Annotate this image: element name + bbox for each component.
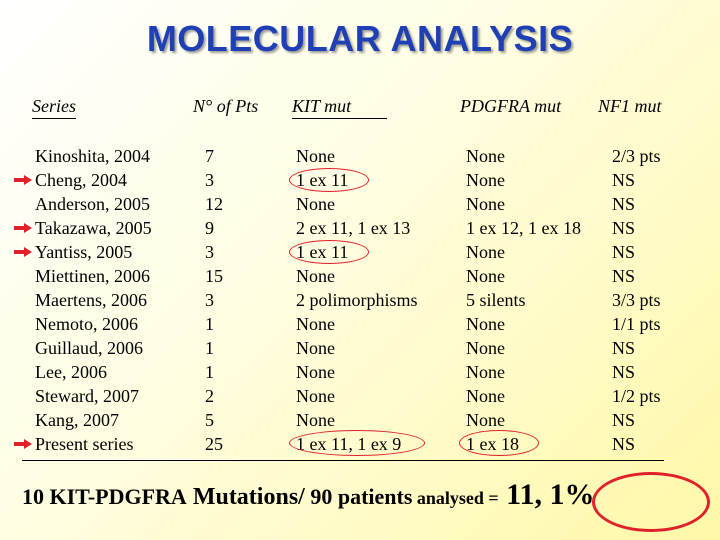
summary-line: 10 KIT-PDGFRA Mutations/ 90 patients ana… xyxy=(22,478,595,512)
table-row: Present series 25 1 ex 11, 1 ex 9 1 ex 18 NS xyxy=(0,432,720,456)
cell-pts: 3 xyxy=(205,290,214,310)
cell-pts: 9 xyxy=(205,218,214,238)
cell-series: Present series xyxy=(35,434,134,454)
cell-kit: 2 ex 11, 1 ex 13 xyxy=(296,218,411,238)
cell-nf1: NS xyxy=(612,434,636,454)
cell-nf1: NS xyxy=(612,410,636,430)
cell-nf1: 1/1 pts xyxy=(612,314,661,334)
cell-kit: None xyxy=(296,314,335,334)
cell-series: Yantiss, 2005 xyxy=(35,242,133,262)
cell-pdgfra: 5 silents xyxy=(466,290,526,310)
table-row: Kang, 2007 5 None None NS xyxy=(0,408,720,432)
cell-pts: 15 xyxy=(205,266,223,286)
arrow-right-icon xyxy=(14,223,32,233)
table-row: Anderson, 2005 12 None None NS xyxy=(0,192,720,216)
cell-kit: None xyxy=(296,194,335,214)
table-row: Lee, 2006 1 None None NS xyxy=(0,360,720,384)
result-highlight-circle xyxy=(592,472,710,532)
cell-series: Lee, 2006 xyxy=(35,362,107,382)
cell-pts: 25 xyxy=(205,434,223,454)
cell-pts: 1 xyxy=(205,314,214,334)
cell-kit: None xyxy=(296,146,335,166)
cell-series: Guillaud, 2006 xyxy=(35,338,143,358)
header-kit: KIT mut xyxy=(292,96,388,119)
table-row: Takazawa, 2005 9 2 ex 11, 1 ex 13 1 ex 12, … xyxy=(0,216,720,240)
cell-nf1: 2/3 pts xyxy=(612,146,661,166)
cell-series: Nemoto, 2006 xyxy=(35,314,138,334)
arrow-right-icon xyxy=(14,439,32,449)
cell-pdgfra: None xyxy=(466,314,505,334)
cell-nf1: NS xyxy=(612,266,636,286)
header-pdgfra: PDGFRA mut xyxy=(460,96,562,116)
table-row: Maertens, 2006 3 2 polimorphisms 5 silents 3… xyxy=(0,288,720,312)
cell-kit: 1 ex 11 xyxy=(296,242,349,262)
cell-kit: None xyxy=(296,386,335,406)
cell-nf1: 3/3 pts xyxy=(612,290,661,310)
table-row: Yantiss, 2005 3 1 ex 11 None NS xyxy=(0,240,720,264)
cell-nf1: NS xyxy=(612,170,636,190)
cell-pts: 12 xyxy=(205,194,223,214)
summary-result: 11, 1% xyxy=(498,478,595,511)
cell-series: Takazawa, 2005 xyxy=(35,218,152,238)
table-row: Kinoshita, 2004 7 None None 2/3 pts xyxy=(0,144,720,168)
cell-series: Maertens, 2006 xyxy=(35,290,147,310)
cell-series: Kang, 2007 xyxy=(35,410,119,430)
divider xyxy=(22,460,664,461)
header-series: Series xyxy=(32,96,76,119)
cell-pts: 3 xyxy=(205,170,214,190)
cell-kit: None xyxy=(296,362,335,382)
cell-series: Cheng, 2004 xyxy=(35,170,127,190)
table-row: Steward, 2007 2 None None 1/2 pts xyxy=(0,384,720,408)
cell-pdgfra: None xyxy=(466,362,505,382)
cell-pdgfra: 1 ex 12, 1 ex 18 xyxy=(466,218,581,238)
cell-pdgfra: 1 ex 18 xyxy=(466,434,519,454)
arrow-right-icon xyxy=(14,175,32,185)
summary-part1: 10 KIT-PDGFRA xyxy=(22,484,187,509)
cell-series: Anderson, 2005 xyxy=(35,194,150,214)
cell-pdgfra: None xyxy=(466,338,505,358)
cell-nf1: NS xyxy=(612,338,636,358)
cell-series: Kinoshita, 2004 xyxy=(35,146,150,166)
cell-pdgfra: None xyxy=(466,266,505,286)
header-nf1: NF1 mut xyxy=(598,96,662,116)
cell-pts: 5 xyxy=(205,410,214,430)
cell-pdgfra: None xyxy=(466,170,505,190)
summary-part2: Mutations/ xyxy=(186,484,305,510)
cell-pts: 1 xyxy=(205,338,214,358)
arrow-right-icon xyxy=(14,247,32,257)
cell-pdgfra: None xyxy=(466,386,505,406)
table-row: Nemoto, 2006 1 None None 1/1 pts xyxy=(0,312,720,336)
cell-nf1: NS xyxy=(612,194,636,214)
cell-pts: 2 xyxy=(205,386,214,406)
cell-kit: None xyxy=(296,410,335,430)
cell-pdgfra: None xyxy=(466,194,505,214)
cell-pdgfra: None xyxy=(466,146,505,166)
table-row: Miettinen, 2006 15 None None NS xyxy=(0,264,720,288)
cell-kit: 1 ex 11, 1 ex 9 xyxy=(296,434,402,454)
cell-pts: 7 xyxy=(205,146,214,166)
cell-series: Steward, 2007 xyxy=(35,386,139,406)
cell-nf1: NS xyxy=(612,242,636,262)
cell-pdgfra: None xyxy=(466,242,505,262)
cell-pts: 1 xyxy=(205,362,214,382)
table-row: Cheng, 2004 3 1 ex 11 None NS xyxy=(0,168,720,192)
cell-series: Miettinen, 2006 xyxy=(35,266,150,286)
cell-pdgfra: None xyxy=(466,410,505,430)
cell-kit: 1 ex 11 xyxy=(296,170,349,190)
cell-nf1: NS xyxy=(612,362,636,382)
cell-kit: 2 polimorphisms xyxy=(296,290,418,310)
cell-kit: None xyxy=(296,338,335,358)
summary-part3: 90 patients xyxy=(304,484,413,509)
cell-kit: None xyxy=(296,266,335,286)
cell-nf1: NS xyxy=(612,218,636,238)
cell-nf1: 1/2 pts xyxy=(612,386,661,406)
summary-part4: analysed = xyxy=(412,488,499,508)
table-row: Guillaud, 2006 1 None None NS xyxy=(0,336,720,360)
cell-pts: 3 xyxy=(205,242,214,262)
header-pts: N° of Pts xyxy=(193,96,259,116)
slide-title: MOLECULAR ANALYSIS xyxy=(146,18,574,59)
